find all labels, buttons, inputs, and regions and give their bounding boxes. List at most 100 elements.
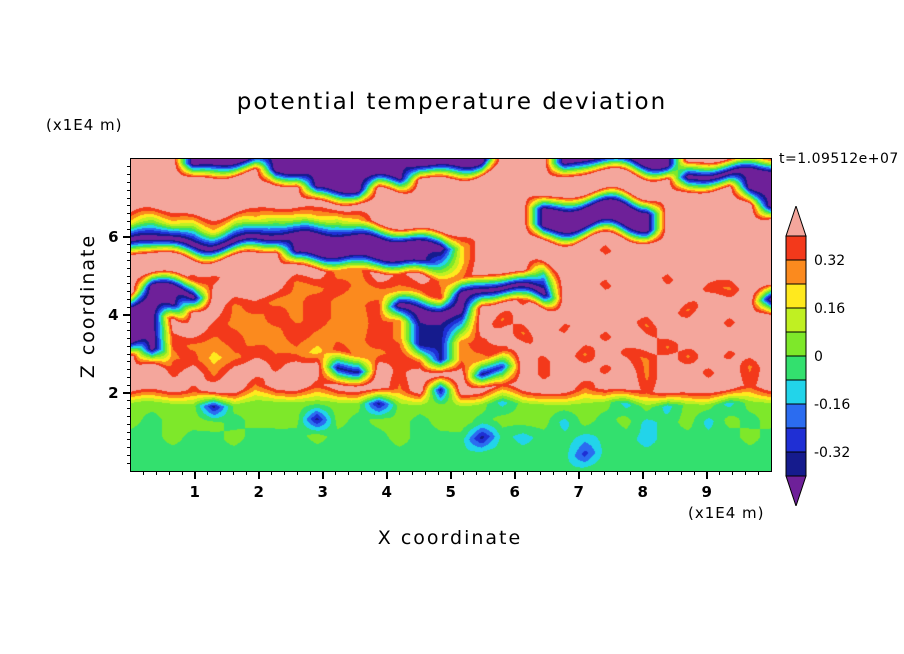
- tick-mark: [757, 471, 759, 475]
- tick-mark: [437, 471, 439, 475]
- tick-mark: [127, 384, 131, 386]
- tick-mark: [284, 471, 286, 475]
- tick-mark: [296, 471, 298, 475]
- tick-mark: [127, 244, 131, 246]
- tick-mark: [127, 400, 131, 402]
- tick-mark: [194, 471, 196, 479]
- colorbar-label: -0.16: [814, 397, 850, 413]
- tick-mark: [127, 376, 131, 378]
- tick-mark: [127, 369, 131, 371]
- tick-mark: [616, 471, 618, 475]
- tick-mark: [127, 220, 131, 222]
- colorbar-box: [785, 427, 807, 453]
- tick-mark: [123, 392, 131, 394]
- tick-mark: [412, 471, 414, 475]
- z-axis-unit-label: (x1E4 m): [46, 116, 123, 134]
- tick-mark: [744, 471, 746, 475]
- tick-mark: [156, 471, 158, 475]
- tick-mark: [258, 471, 260, 479]
- x-tick-label: 6: [509, 483, 521, 501]
- tick-mark: [127, 205, 131, 207]
- colorbar-box: [785, 403, 807, 429]
- tick-mark: [127, 415, 131, 417]
- tick-layer: [123, 159, 771, 479]
- tick-mark: [578, 471, 580, 479]
- tick-mark: [127, 345, 131, 347]
- tick-mark: [527, 471, 529, 475]
- tick-mark: [127, 322, 131, 324]
- x-tick-label: 4: [381, 483, 393, 501]
- tick-mark: [565, 471, 567, 475]
- tick-mark: [127, 213, 131, 215]
- colorbar-label: 0.16: [814, 301, 845, 317]
- tick-mark: [476, 471, 478, 475]
- tick-mark: [168, 471, 170, 475]
- tick-mark: [127, 431, 131, 433]
- tick-mark: [127, 174, 131, 176]
- tick-mark: [360, 471, 362, 475]
- y-tick-label: 6: [108, 228, 119, 246]
- x-tick-label: 2: [253, 483, 265, 501]
- tick-mark: [127, 166, 131, 168]
- y-tick-label: 2: [108, 384, 119, 402]
- tick-mark: [127, 306, 131, 308]
- colorbar: 0.32 0.16 0 -0.16 -0.32: [784, 204, 874, 510]
- x-axis-title: X coordinate: [377, 527, 523, 549]
- colorbar-box: [785, 259, 807, 285]
- tick-mark: [386, 471, 388, 479]
- x-axis-unit-label: (x1E4 m): [688, 504, 765, 522]
- colorbar-label: 0.32: [814, 253, 845, 269]
- colorbar-box: [785, 307, 807, 333]
- tick-mark: [123, 314, 131, 316]
- plot-area: 1 2 3 4 5 6 7 8 9 2 4 6: [108, 158, 772, 501]
- colorbar-label: -0.32: [814, 445, 850, 461]
- tick-mark: [127, 283, 131, 285]
- tick-mark: [127, 408, 131, 410]
- tick-mark: [207, 471, 209, 475]
- x-tick-label: 1: [189, 483, 201, 501]
- tick-mark: [309, 471, 311, 475]
- tick-mark: [501, 471, 503, 475]
- field-canvas: [131, 159, 771, 471]
- tick-mark: [668, 471, 670, 475]
- y-tick-label: 4: [108, 306, 119, 324]
- tick-mark: [322, 471, 324, 479]
- tick-mark: [127, 330, 131, 332]
- colorbar-arrow-bottom: [785, 475, 807, 508]
- tick-mark: [348, 471, 350, 475]
- tick-mark: [399, 471, 401, 475]
- tick-mark: [127, 454, 131, 456]
- tick-mark: [732, 471, 734, 475]
- tick-mark: [642, 471, 644, 479]
- x-tick-label: 7: [573, 483, 585, 501]
- tick-mark: [655, 471, 657, 475]
- tick-mark: [127, 353, 131, 355]
- tick-mark: [127, 189, 131, 191]
- x-tick-label: 8: [637, 483, 649, 501]
- tick-mark: [123, 236, 131, 238]
- tick-mark: [591, 471, 593, 475]
- tick-mark: [127, 275, 131, 277]
- tick-mark: [127, 462, 131, 464]
- x-tick-labels: 1 2 3 4 5 6 7 8 9: [131, 159, 771, 501]
- tick-mark: [540, 471, 542, 475]
- colorbar-arrow-top: [785, 204, 807, 237]
- tick-mark: [488, 471, 490, 475]
- tick-mark: [373, 471, 375, 475]
- tick-mark: [604, 471, 606, 475]
- tick-mark: [127, 259, 131, 261]
- figure-title: potential temperature deviation: [236, 89, 668, 115]
- colorbar-label: 0: [814, 349, 823, 365]
- tick-mark: [127, 423, 131, 425]
- tick-mark: [127, 252, 131, 254]
- tick-mark: [335, 471, 337, 475]
- tick-mark: [127, 181, 131, 183]
- tick-mark: [463, 471, 465, 475]
- colorbar-box: [785, 331, 807, 357]
- x-tick-label: 5: [445, 483, 457, 501]
- tick-mark: [127, 298, 131, 300]
- tick-mark: [220, 471, 222, 475]
- tick-mark: [127, 291, 131, 293]
- colorbar-box: [785, 379, 807, 405]
